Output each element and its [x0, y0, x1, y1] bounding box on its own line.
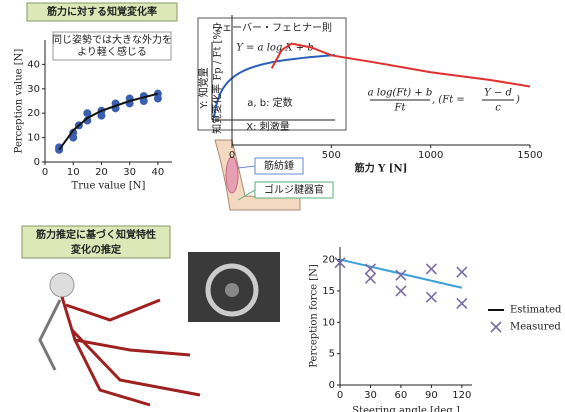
- x-tick-label: 30: [364, 390, 377, 401]
- pointer: [238, 166, 255, 168]
- legend-label: Estimated: [510, 305, 562, 316]
- data-point: [457, 298, 467, 308]
- y-tick-label: 0: [34, 157, 40, 168]
- legend-label: Measured: [510, 322, 561, 333]
- muscle: [226, 157, 238, 193]
- x-tick-label: 20: [95, 167, 108, 178]
- x-axis-label: 筋力 Y [N]: [354, 162, 408, 175]
- x-tick-label: 10: [67, 167, 80, 178]
- formula: a log(Ft) + b: [368, 88, 433, 99]
- skeleton-illustration: [40, 273, 200, 405]
- legend-swatch: [491, 322, 501, 332]
- y-tick-label: 10: [322, 317, 335, 328]
- x-tick-label: 90: [425, 390, 438, 401]
- y-tick-label: 0: [329, 380, 335, 391]
- x-tick-label: 0: [337, 390, 343, 401]
- y-axis-label: 知覚変化率 Fp / Ft [%]: [211, 26, 224, 134]
- spindle-label: 筋紡錘: [264, 159, 294, 172]
- estimation-title: 変化の推定: [71, 243, 121, 256]
- y-tick-label: 5: [329, 349, 335, 360]
- weber-x-label: X: 刺激量: [246, 120, 289, 133]
- y-tick-label: 10: [27, 133, 40, 144]
- data-point: [365, 264, 375, 274]
- y-tick-label: 20: [322, 255, 335, 266]
- y-tick-label: 15: [322, 286, 335, 297]
- estimation-title: 筋力推定に基づく知覚特性: [35, 228, 156, 241]
- y-tick-label: 30: [27, 84, 40, 95]
- data-point: [426, 264, 436, 274]
- x-tick-label: 30: [123, 167, 136, 178]
- data-point: [457, 267, 467, 277]
- data-point: [365, 273, 375, 283]
- x-tick-label: 500: [322, 150, 341, 161]
- x-tick-label: 1000: [418, 150, 443, 161]
- weber-y-label: Y: 知覚量: [197, 67, 210, 109]
- chart-title: 筋力に対する知覚変化率: [46, 5, 157, 18]
- annotation: より軽く感じる: [77, 45, 147, 58]
- x-axis-label: True value [N]: [72, 181, 146, 192]
- x-tick-label: 0: [229, 150, 235, 161]
- weber-note: a, b: 定数: [247, 96, 292, 109]
- y-tick-label: 40: [27, 59, 40, 70]
- formula: Ft: [394, 103, 407, 114]
- golgi-label: ゴルジ腱器官: [264, 183, 324, 196]
- annotation: 同じ姿勢では大きな外力を: [52, 33, 172, 46]
- x-tick-label: 120: [452, 390, 471, 401]
- weber-formula: Y = a log X + b: [236, 43, 314, 54]
- y-tick-label: 20: [27, 108, 40, 119]
- series-line: [340, 260, 462, 288]
- weber-title: ウェーバー・フェヒナー則: [212, 22, 332, 34]
- y-axis-label: Perception value [N]: [14, 49, 25, 154]
- car-photo: [188, 252, 280, 322]
- formula: c: [495, 103, 501, 114]
- x-axis-label: Steering angle [deg.]: [352, 406, 460, 412]
- formula: Y − d: [484, 88, 512, 99]
- y-axis-label: Perception force [N]: [309, 264, 320, 368]
- x-tick-label: 0: [42, 167, 48, 178]
- formula: ): [515, 95, 520, 106]
- x-tick-label: 60: [395, 390, 408, 401]
- x-tick-label: 1500: [517, 150, 542, 161]
- x-tick-label: 40: [152, 167, 165, 178]
- figure: ウェーバー・フェヒナー則 Y = a log X + b Y: 知覚量 X: 刺…: [0, 0, 565, 412]
- formula: , (Ft =: [432, 95, 465, 106]
- data-point: [426, 292, 436, 302]
- data-point: [396, 286, 406, 296]
